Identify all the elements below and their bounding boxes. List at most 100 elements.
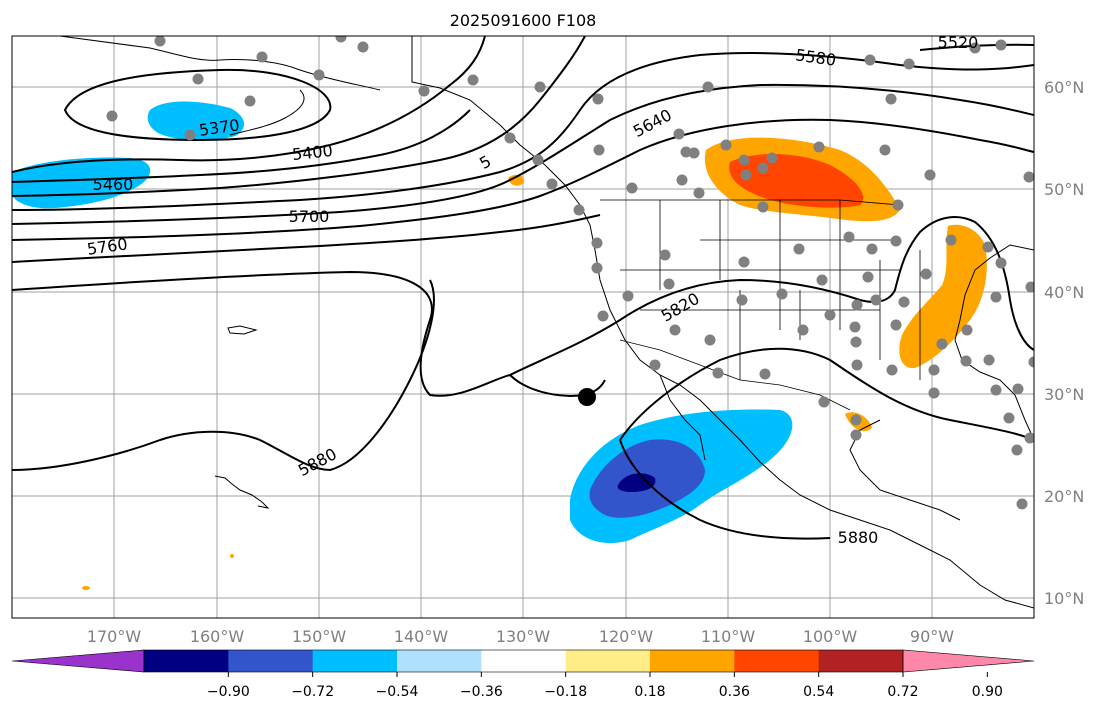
station-dot	[1012, 383, 1024, 395]
colorbar-extend-low	[11, 649, 145, 673]
station-dot	[816, 274, 828, 286]
station-dot	[1016, 498, 1028, 510]
colorbar-tick-label: 0.18	[634, 684, 665, 700]
colorbar-tick-label: 0.72	[887, 684, 918, 700]
lat-label: 50°N	[1044, 180, 1084, 199]
station-dot	[1023, 171, 1034, 183]
contour-5760	[12, 214, 601, 263]
colorbar-segment	[397, 650, 482, 672]
station-dot	[738, 154, 750, 166]
colorbar-segment	[228, 650, 314, 672]
latitude-labels: 60°N 50°N 40°N 30°N 20°N 10°N	[1044, 78, 1084, 608]
station-dot	[843, 231, 855, 243]
contour-5880-south	[619, 439, 831, 540]
colorbar-segment	[650, 650, 735, 672]
station-dot	[720, 139, 732, 151]
lon-label: 140°W	[394, 627, 449, 646]
positive-anomaly-great-lakes	[899, 224, 987, 369]
station-dot	[885, 93, 897, 105]
station-dot	[960, 355, 972, 367]
station-dot	[759, 368, 771, 380]
figure-title: 2025091600 F108	[450, 11, 597, 30]
station-dot	[591, 237, 603, 249]
station-dot	[680, 146, 692, 158]
lon-label: 90°W	[910, 627, 954, 646]
station-dot	[824, 309, 836, 321]
station-dot	[969, 42, 981, 54]
colorbar-tick-label: 0.54	[803, 684, 834, 700]
contour-5820-east	[509, 216, 1034, 376]
station-dot	[649, 359, 661, 371]
station-dot	[903, 58, 915, 70]
station-dot	[663, 278, 675, 290]
station-dot	[591, 262, 603, 274]
station-dot	[1003, 412, 1015, 424]
station-dot	[892, 199, 904, 211]
station-dot	[818, 396, 830, 408]
lon-label: 150°W	[292, 627, 347, 646]
station-dot	[740, 169, 752, 181]
station-dot	[793, 243, 805, 255]
contour-5520	[12, 36, 586, 197]
contour-label: 5400	[291, 141, 333, 164]
station-dot	[592, 93, 604, 105]
anomaly-shading	[12, 101, 987, 590]
station-dot	[106, 110, 118, 122]
station-dot	[983, 354, 995, 366]
lon-label: 100°W	[803, 627, 858, 646]
station-dot	[879, 144, 891, 156]
station-dot	[693, 187, 705, 199]
station-dot	[467, 74, 479, 86]
contour-5880-west	[12, 279, 435, 472]
contour-5580	[12, 52, 1034, 211]
station-dot	[862, 271, 874, 283]
station-dot	[961, 324, 973, 336]
colorbar-tick-label: −0.54	[376, 684, 419, 700]
station-dot	[546, 178, 558, 190]
station-dot	[936, 338, 948, 350]
station-dot	[573, 204, 585, 216]
colorbar-tick-label: −0.18	[544, 684, 587, 700]
colorbar-ticks: −0.90 −0.72 −0.54 −0.36 −0.18 0.18 0.36 0.54 0.7…	[207, 672, 1003, 700]
station-dot	[622, 290, 634, 302]
station-dot	[850, 414, 862, 426]
station-dot	[928, 364, 940, 376]
colorbar: −0.90 −0.72 −0.54 −0.36 −0.18 0.18 0.36 0.54 0.7…	[11, 649, 1035, 700]
political-borders	[600, 199, 921, 411]
station-dot	[990, 384, 1002, 396]
colorbar-segment	[312, 650, 398, 672]
longitude-labels: 170°W 160°W 150°W 140°W 130°W 120°W 110°…	[87, 627, 954, 646]
station-dot	[990, 291, 1002, 303]
station-dot	[890, 319, 902, 331]
station-dot	[504, 132, 516, 144]
station-dot	[797, 324, 809, 336]
lat-label: 20°N	[1044, 487, 1084, 506]
lat-label: 40°N	[1044, 283, 1084, 302]
station-dot	[313, 69, 325, 81]
station-dot	[757, 201, 769, 213]
positive-anomaly-bc	[508, 174, 525, 186]
station-dot	[357, 41, 369, 53]
coastlines	[59, 36, 1034, 609]
station-dot	[736, 294, 748, 306]
lon-label: 110°W	[701, 627, 756, 646]
station-dot	[1028, 356, 1034, 368]
station-dot	[534, 81, 546, 93]
negative-anomaly-alaska	[147, 101, 245, 141]
station-dot	[1025, 281, 1034, 293]
station-dot	[597, 310, 609, 322]
station-dot	[335, 36, 347, 43]
station-dot	[532, 154, 544, 166]
station-dot	[688, 147, 700, 159]
station-dot	[924, 169, 936, 181]
station-dot	[192, 73, 204, 85]
contour-label: 5520	[938, 33, 979, 52]
contour-5880-east	[619, 347, 1034, 441]
colorbar-extend-high	[902, 649, 1035, 673]
lon-label: 170°W	[87, 627, 142, 646]
colorbar-segment	[144, 650, 229, 672]
station-dot	[890, 235, 902, 247]
contour-label: 5460	[93, 175, 134, 194]
map-panel: 5520 5580 5640 5370 5400 5460 5700 5760 …	[11, 33, 1084, 646]
